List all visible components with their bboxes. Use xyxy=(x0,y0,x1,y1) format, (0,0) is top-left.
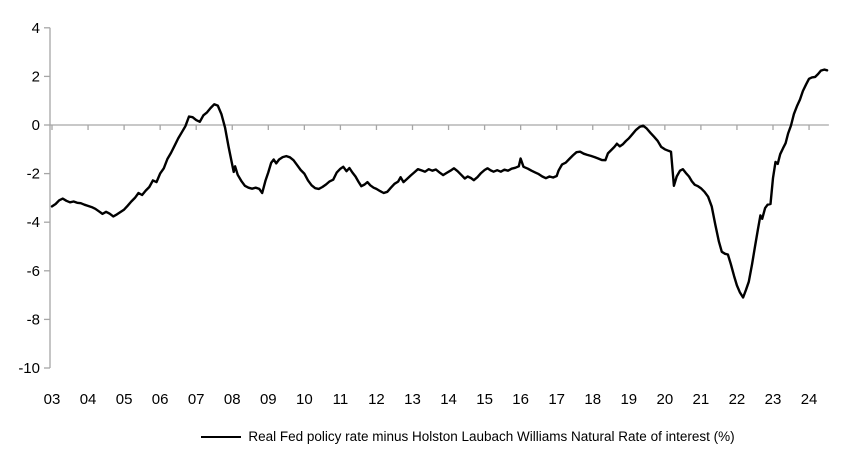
y-tick-label: 2 xyxy=(32,68,40,85)
legend: Real Fed policy rate minus Holston Lauba… xyxy=(42,429,852,444)
y-tick-label: -2 xyxy=(27,166,40,183)
legend-line-swatch xyxy=(201,435,242,438)
x-tick-label: 12 xyxy=(368,391,385,408)
x-tick-label: 04 xyxy=(80,391,97,408)
x-tick-label: 11 xyxy=(333,391,349,408)
x-tick-label: 06 xyxy=(152,391,169,408)
x-tick-label: 17 xyxy=(548,391,565,408)
y-tick-label: -10 xyxy=(18,360,40,377)
y-tick-label: -6 xyxy=(27,263,40,280)
x-tick-label: 15 xyxy=(476,391,493,408)
series-line xyxy=(50,68,829,299)
x-tick-label: 13 xyxy=(404,391,421,408)
y-tick-label: -8 xyxy=(27,311,40,328)
x-tick-label: 18 xyxy=(584,391,601,408)
x-tick-label: 19 xyxy=(620,391,637,408)
x-tick-label: 22 xyxy=(729,391,746,408)
y-tick-label: -4 xyxy=(27,214,40,231)
x-tick-label: 16 xyxy=(512,391,529,408)
x-tick-label: 23 xyxy=(765,391,782,408)
x-tick-label: 05 xyxy=(116,391,133,408)
x-tick-label: 09 xyxy=(260,391,277,408)
x-tick-label: 24 xyxy=(801,391,818,408)
x-tick-label: 08 xyxy=(224,391,241,408)
legend-label: Real Fed policy rate minus Holston Lauba… xyxy=(248,429,735,444)
y-tick-label: 0 xyxy=(32,117,40,134)
x-tick-label: 21 xyxy=(693,391,710,408)
x-tick-label: 03 xyxy=(44,391,61,408)
x-tick-label: 20 xyxy=(657,391,674,408)
x-tick-label: 14 xyxy=(440,391,457,408)
x-tick-label: 07 xyxy=(188,391,205,408)
y-tick-label: 4 xyxy=(32,20,40,37)
x-tick-label: 10 xyxy=(296,391,313,408)
